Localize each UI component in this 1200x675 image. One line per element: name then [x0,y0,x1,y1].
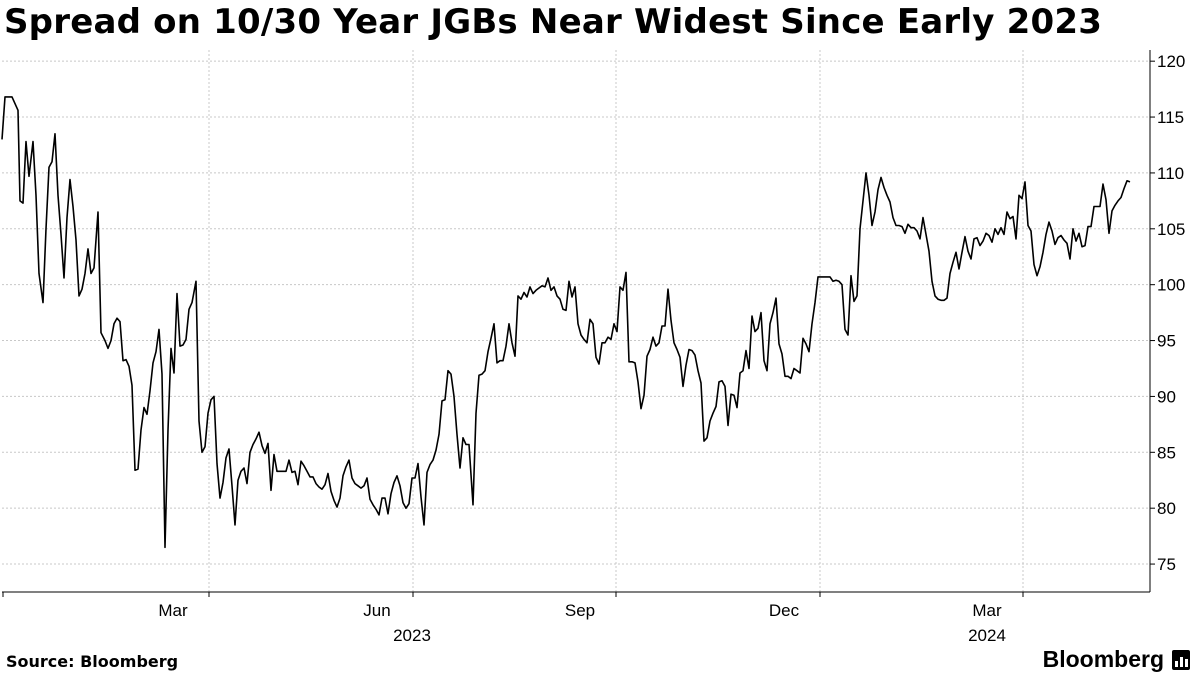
chart-title: Spread on 10/30 Year JGBs Near Widest Si… [4,2,1103,42]
chart-axes [2,50,1155,597]
y-tick-label: 85 [1157,443,1176,462]
brand-logo: Bloomberg [1043,646,1190,673]
brand-name: Bloomberg [1042,646,1164,672]
y-tick-label: 100 [1157,276,1185,295]
x-tick-label: Jun [363,601,390,620]
x-tick-label: Mar [158,601,188,620]
y-tick-label: 105 [1157,220,1185,239]
x-tick-label: Sep [565,601,595,620]
y-tick-label: 120 [1157,52,1185,71]
y-tick-label: 90 [1157,387,1176,406]
y-tick-label: 95 [1157,332,1176,351]
y-tick-label: 110 [1157,164,1184,183]
source-note: Source: Bloomberg [6,652,179,671]
y-tick-label: 115 [1157,108,1184,127]
series-layer [1,96,1131,549]
x-tick-label: Mar [972,601,1002,620]
tick-labels: 75 80 85 90 95 100 105 110 115 120 Mar Jun Sep Dec Mar… [158,52,1185,645]
series-line [1,96,1131,549]
y-tick-label: 75 [1157,555,1176,574]
x-year-label: 2023 [393,626,431,645]
x-tick-label: Dec [769,601,800,620]
bloomberg-terminal-icon [1172,649,1190,670]
x-year-label: 2024 [968,626,1006,645]
y-tick-label: 80 [1157,499,1176,518]
grid-lines [2,50,1150,592]
